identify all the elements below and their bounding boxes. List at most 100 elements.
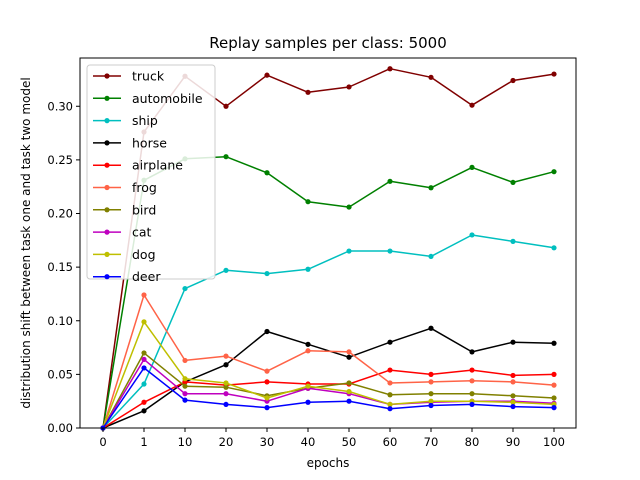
data-point-truck-80	[469, 102, 475, 108]
data-point-airplane-60	[387, 367, 393, 373]
data-point-ship-30	[264, 270, 270, 277]
y-tick-label-0.30: 0.30	[47, 99, 73, 113]
legend-entry-cat: cat	[93, 225, 152, 240]
legend-entry-horse: horse	[93, 135, 167, 150]
plot-frame	[79, 57, 577, 429]
data-point-frog-100	[551, 382, 557, 388]
series-line-bird	[102, 352, 555, 429]
legend-marker-deer	[104, 274, 110, 280]
legend-label-dog: dog	[132, 247, 156, 262]
data-point-dog-30	[264, 395, 270, 401]
data-point-ship-90	[510, 238, 516, 244]
legend-label-bird: bird	[132, 202, 156, 217]
data-point-dog-1	[141, 319, 147, 325]
data-point-airplane-90	[510, 372, 516, 379]
y-tick-label-0.05: 0.05	[47, 367, 73, 381]
legend-label-truck: truck	[132, 69, 165, 84]
data-point-automobile-70	[428, 185, 434, 191]
legend-entry-frog: frog	[93, 180, 157, 195]
data-point-dog-40	[305, 383, 311, 389]
data-point-dog-20	[223, 380, 229, 386]
data-point-bird-60	[387, 392, 393, 398]
data-point-cat-10	[182, 391, 188, 397]
data-point-deer-90	[510, 403, 516, 410]
data-point-horse-60	[387, 339, 393, 345]
x-tick-label-70: 70	[424, 435, 439, 449]
data-point-dog-70	[428, 398, 434, 404]
data-point-cat-1	[141, 356, 147, 362]
data-point-truck-30	[264, 72, 270, 78]
data-point-ship-80	[469, 232, 475, 238]
data-point-deer-60	[387, 406, 393, 412]
data-point-truck-70	[428, 74, 434, 80]
y-axis: 0.00 0.05 0.10 0.15 0.20 0.25 0.30	[47, 99, 80, 435]
y-tick-label-0.25: 0.25	[47, 153, 73, 167]
legend-box	[86, 64, 216, 280]
data-point-truck-90	[510, 77, 516, 84]
x-tick-label-60: 60	[383, 435, 398, 449]
y-axis-label: distribution shift between task one and …	[19, 77, 33, 408]
x-tick-label-20: 20	[219, 435, 234, 449]
data-point-truck-50	[346, 84, 352, 90]
series-line-frog	[102, 294, 555, 429]
data-point-frog-90	[510, 379, 516, 385]
x-tick-label-0: 0	[99, 435, 106, 449]
data-point-airplane-30	[264, 379, 270, 385]
legend-marker-cat	[104, 229, 110, 235]
data-point-frog-40	[305, 348, 311, 354]
legend-entry-automobile: automobile	[93, 91, 203, 106]
data-point-dog-10	[182, 376, 188, 382]
data-point-horse-80	[469, 349, 475, 355]
legend-marker-horse	[104, 140, 110, 146]
data-point-ship-60	[387, 248, 393, 254]
legend-entry-dog: dog	[93, 247, 156, 262]
data-point-frog-70	[428, 379, 434, 385]
legend-marker-frog	[104, 184, 110, 191]
data-point-ship-100	[551, 245, 557, 251]
data-point-horse-30	[264, 328, 270, 335]
data-point-bird-10	[182, 383, 188, 389]
data-point-frog-10	[182, 357, 188, 364]
data-point-automobile-60	[387, 178, 393, 184]
data-point-ship-70	[428, 253, 434, 260]
data-point-horse-70	[428, 325, 434, 331]
data-point-deer-50	[346, 398, 352, 404]
data-point-ship-20	[223, 267, 229, 273]
legend-entry-bird: bird	[93, 202, 156, 217]
data-point-truck-40	[305, 89, 311, 95]
data-point-bird-80	[469, 391, 475, 397]
legend-label-horse: horse	[132, 135, 167, 150]
data-point-bird-50	[346, 380, 352, 386]
data-point-deer-10	[182, 397, 188, 403]
data-point-frog-1	[141, 292, 147, 298]
legend-label-frog: frog	[132, 180, 157, 195]
series-line-airplane	[102, 369, 555, 429]
data-point-ship-1	[141, 381, 147, 387]
data-point-ship-40	[305, 266, 311, 272]
data-point-deer-20	[223, 401, 229, 408]
x-tick-label-90: 90	[506, 435, 521, 449]
x-tick-label-50: 50	[342, 435, 357, 449]
data-point-airplane-70	[428, 371, 434, 377]
y-tick-label-0.15: 0.15	[47, 260, 73, 274]
legend-label-automobile: automobile	[132, 91, 203, 106]
data-point-dog-50	[346, 388, 352, 395]
data-point-dog-60	[387, 401, 393, 408]
data-point-horse-50	[346, 354, 352, 360]
legend-marker-automobile	[104, 95, 110, 101]
legend-marker-dog	[104, 251, 110, 257]
legend-marker-bird	[104, 207, 110, 213]
data-point-airplane-100	[551, 371, 557, 377]
data-point-truck-100	[551, 71, 557, 77]
data-point-airplane-1	[141, 399, 147, 405]
data-point-deer-1	[141, 365, 147, 371]
data-point-horse-100	[551, 340, 557, 346]
y-tick-label-0.20: 0.20	[47, 207, 73, 221]
data-point-bird-100	[551, 395, 557, 401]
legend-label-deer: deer	[132, 269, 161, 284]
legend: truck automobile ship horse airplane frog bird…	[86, 64, 216, 284]
data-point-truck-20	[223, 103, 229, 109]
legend-marker-airplane	[104, 162, 110, 168]
data-point-deer-40	[305, 399, 311, 405]
